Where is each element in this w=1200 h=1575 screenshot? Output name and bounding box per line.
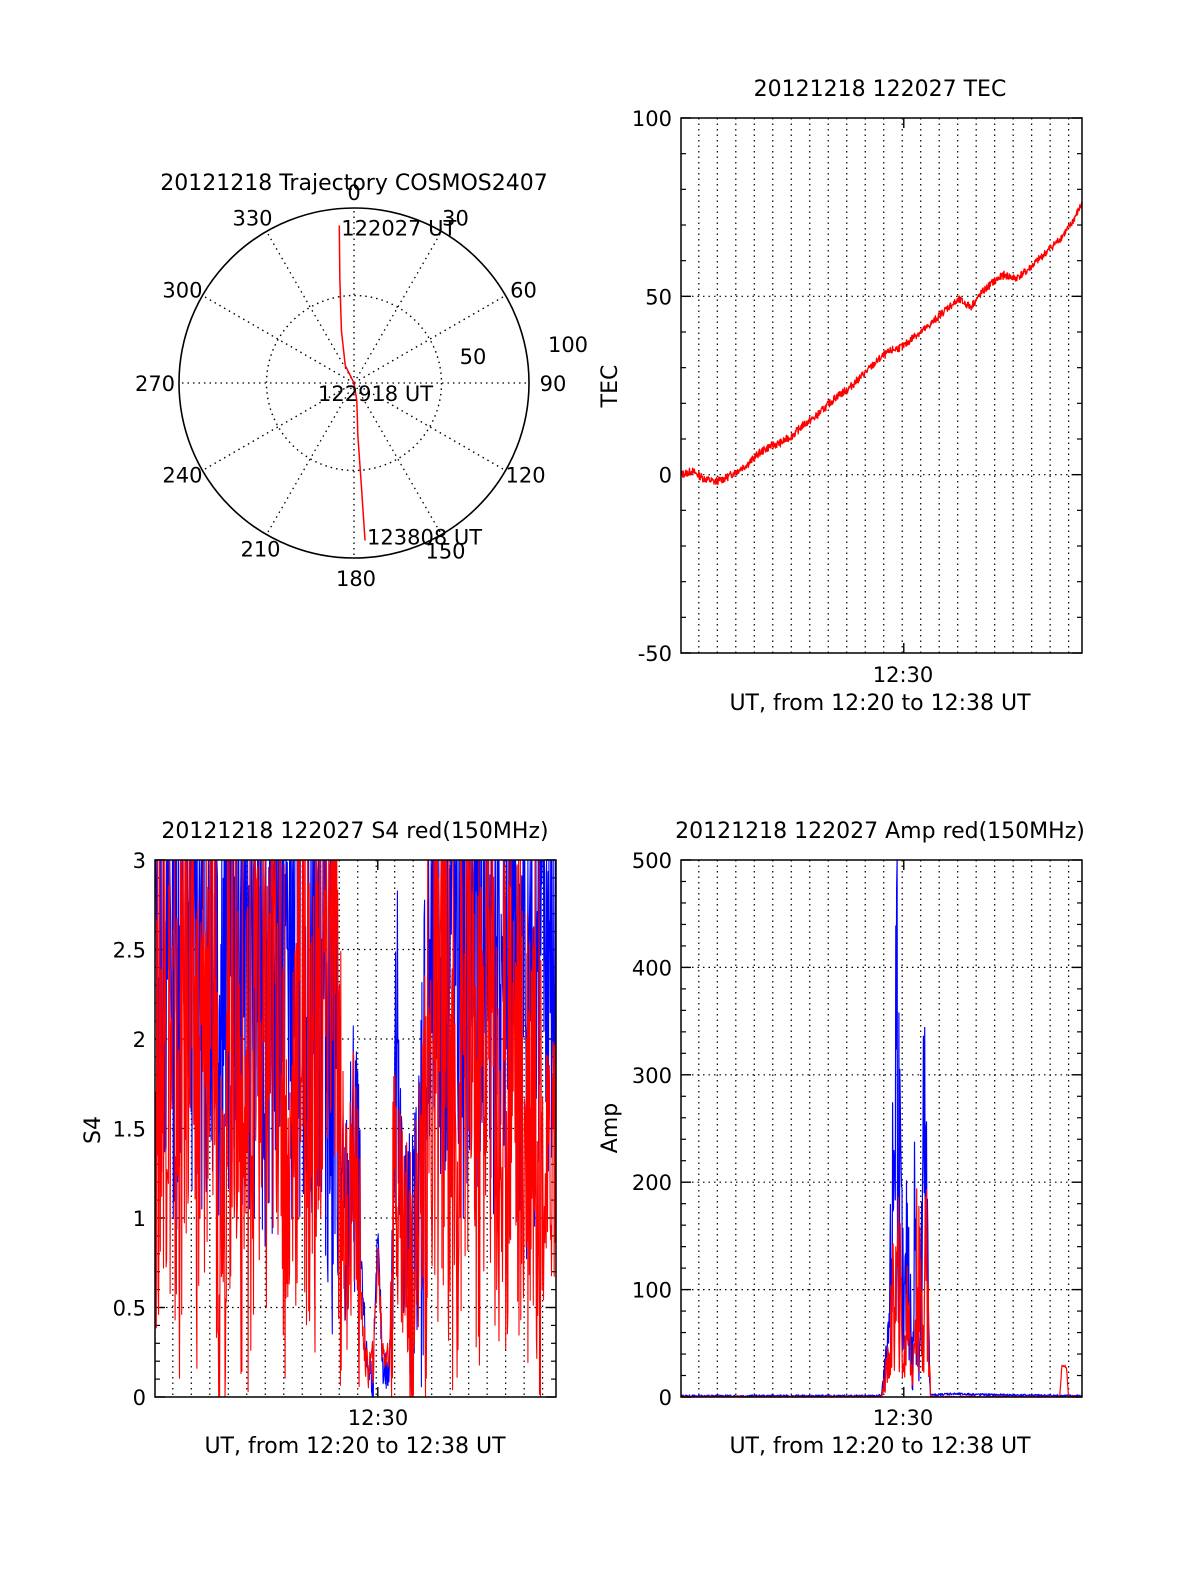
tec-series-red (680, 201, 1083, 486)
polar-azimuth-label-300: 300 (162, 279, 202, 303)
polar-time-label-end: 123808 UT (367, 526, 482, 550)
polar-ring-50 (265, 294, 443, 472)
polar-panel: 20121218 Trajectory COSMOS2407 0 30 60 90 12… (135, 171, 588, 591)
polar-azimuth-label-210: 210 (240, 538, 280, 562)
polar-radial-label-50: 50 (460, 345, 487, 369)
tec-ytick-label--50: -50 (638, 642, 672, 666)
polar-azimuth-label-120: 120 (506, 464, 546, 488)
s4-ytick-label-0: 0 (133, 1386, 146, 1410)
polar-azimuth-label-30: 30 (442, 206, 469, 230)
tec-xlabel: UT, from 12:20 to 12:38 UT (729, 691, 1031, 716)
amp-ytick-label-0: 0 (659, 1386, 672, 1410)
polar-trajectory-line (338, 225, 366, 541)
polar-spoke-60 (353, 294, 506, 384)
amp-ytick-label-300: 300 (632, 1064, 672, 1088)
polar-radial-label-100: 100 (548, 333, 588, 357)
amp-plot-frame (680, 859, 1083, 1398)
polar-azimuth-label-270: 270 (135, 372, 175, 396)
s4-panel: 20121218 122027 S4 red(150MHz) S4 12:30 … (81, 819, 557, 1459)
s4-title: 20121218 122027 S4 red(150MHz) (161, 819, 548, 844)
polar-azimuth-label-60: 60 (510, 279, 537, 303)
amp-ylabel: Amp (598, 1103, 623, 1153)
amp-ytick-label-200: 200 (632, 1171, 672, 1195)
s4-xlabel: UT, from 12:20 to 12:38 UT (204, 1434, 506, 1459)
amp-series-blue (680, 859, 1083, 1398)
s4-ytick-label-1.5: 1.5 (113, 1118, 146, 1142)
s4-ytick-label-0.5: 0.5 (113, 1297, 146, 1321)
polar-title: 20121218 Trajectory COSMOS2407 (160, 171, 547, 196)
tec-xtick-label: 12:30 (873, 663, 934, 687)
s4-ytick-label-2.5: 2.5 (113, 939, 146, 963)
amp-ytick-label-100: 100 (632, 1279, 672, 1303)
polar-azimuth-label-150: 150 (425, 540, 465, 564)
amp-title: 20121218 122027 Amp red(150MHz) (675, 819, 1085, 844)
s4-ylabel: S4 (81, 1116, 106, 1144)
polar-azimuth-label-330: 330 (232, 206, 272, 230)
tec-ytick-label-50: 50 (645, 285, 672, 309)
polar-ring-100 (178, 207, 530, 559)
amp-xlabel: UT, from 12:20 to 12:38 UT (729, 1434, 1031, 1459)
s4-ytick-label-1: 1 (133, 1207, 146, 1231)
polar-azimuth-label-180: 180 (336, 567, 376, 591)
s4-ytick-label-2: 2 (133, 1028, 146, 1052)
s4-ytick-label-3: 3 (133, 849, 146, 873)
tec-ytick-label-100: 100 (632, 107, 672, 131)
amp-ytick-label-400: 400 (632, 956, 672, 980)
polar-time-label-start: 122027 UT (341, 217, 456, 241)
tec-title: 20121218 122027 TEC (754, 77, 1007, 102)
amp-panel: 20121218 122027 Amp red(150MHz) Amp 12:3… (598, 819, 1085, 1459)
polar-azimuth-label-0: 0 (347, 181, 360, 205)
tec-ytick-label-0: 0 (659, 464, 672, 488)
amp-xtick-label: 12:30 (873, 1406, 934, 1430)
tec-ylabel: TEC (598, 365, 623, 409)
s4-series-red (154, 859, 557, 1398)
amp-ytick-label-500: 500 (632, 849, 672, 873)
tec-plot-frame (680, 117, 1083, 654)
polar-azimuth-label-240: 240 (162, 464, 202, 488)
amp-series-red (680, 1188, 1083, 1398)
s4-plot-frame (154, 859, 557, 1398)
tec-panel: 20121218 122027 TEC TEC 12:30 UT, from 1… (598, 77, 1083, 716)
polar-azimuth-label-90: 90 (540, 372, 567, 396)
s4-xtick-label: 12:30 (348, 1406, 409, 1430)
polar-time-label-middle: 122918 UT (318, 382, 433, 406)
